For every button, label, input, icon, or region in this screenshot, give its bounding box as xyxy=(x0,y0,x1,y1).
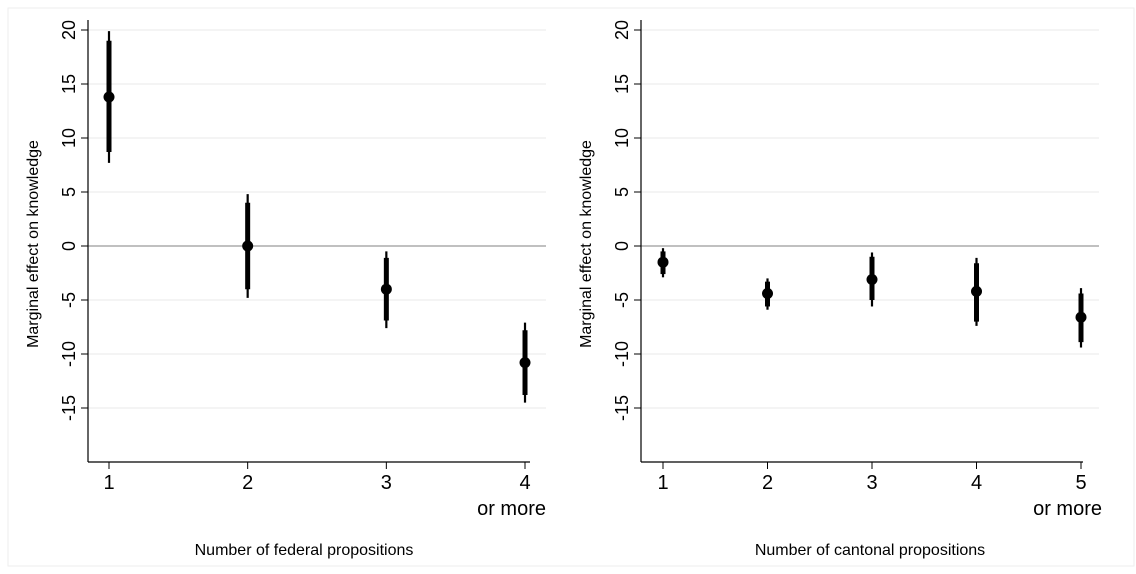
y-tick-label: -5 xyxy=(59,292,79,308)
x-tick-label: 4 xyxy=(519,472,530,494)
x-tick-label: 2 xyxy=(762,472,773,494)
y-tick-label: 10 xyxy=(59,128,79,148)
point-estimate xyxy=(762,288,773,300)
x-axis-label: Number of federal propositions xyxy=(195,542,414,559)
point-estimate xyxy=(971,285,982,297)
point-estimate xyxy=(657,256,669,268)
x-tick-label: 5 xyxy=(1075,472,1086,494)
point-estimate xyxy=(866,273,878,285)
y-tick-label: -15 xyxy=(612,395,632,421)
y-tick-label: -10 xyxy=(59,341,79,367)
y-tick-label: -15 xyxy=(59,395,79,421)
x-axis-label: Number of cantonal propositions xyxy=(755,542,985,559)
y-tick-label: 5 xyxy=(612,187,632,197)
y-axis-label: Marginal effect on knowledge xyxy=(25,140,42,348)
x-tick-label-suffix: or more xyxy=(477,498,546,520)
y-tick-label: 20 xyxy=(59,20,79,40)
panel-federal-propositions: 20 15 10 5 0 -5 -10 -15 1 2 3 4 or more Number of f… xyxy=(25,20,546,559)
x-tick-label-suffix: or more xyxy=(1033,498,1102,520)
x-tick-label: 1 xyxy=(657,472,668,494)
point-estimate xyxy=(1075,311,1087,323)
x-tick-label: 3 xyxy=(381,472,392,494)
y-tick-label: 0 xyxy=(612,241,632,251)
x-tick-label: 4 xyxy=(971,472,982,494)
y-tick-label: -10 xyxy=(612,341,632,367)
y-tick-label: 5 xyxy=(59,187,79,197)
figure-border xyxy=(7,7,1135,567)
y-tick-label: 20 xyxy=(612,20,632,40)
y-tick-label: 10 xyxy=(612,128,632,148)
y-tick-label: 0 xyxy=(59,241,79,251)
point-estimate xyxy=(380,283,392,295)
point-estimate xyxy=(242,240,254,252)
panel-cantonal-propositions: 20 15 10 5 0 -5 -10 -15 1 2 3 4 5 or more Number of … xyxy=(578,20,1102,559)
y-tick-label: 15 xyxy=(59,74,79,94)
x-tick-label: 3 xyxy=(866,472,877,494)
x-tick-label: 1 xyxy=(103,472,114,494)
point-estimate xyxy=(519,357,531,369)
point-estimate xyxy=(103,91,115,103)
y-tick-label: -5 xyxy=(612,292,632,308)
x-tick-label: 2 xyxy=(242,472,253,494)
y-axis-label: Marginal effect on knowledge xyxy=(578,140,595,348)
y-tick-label: 15 xyxy=(612,74,632,94)
